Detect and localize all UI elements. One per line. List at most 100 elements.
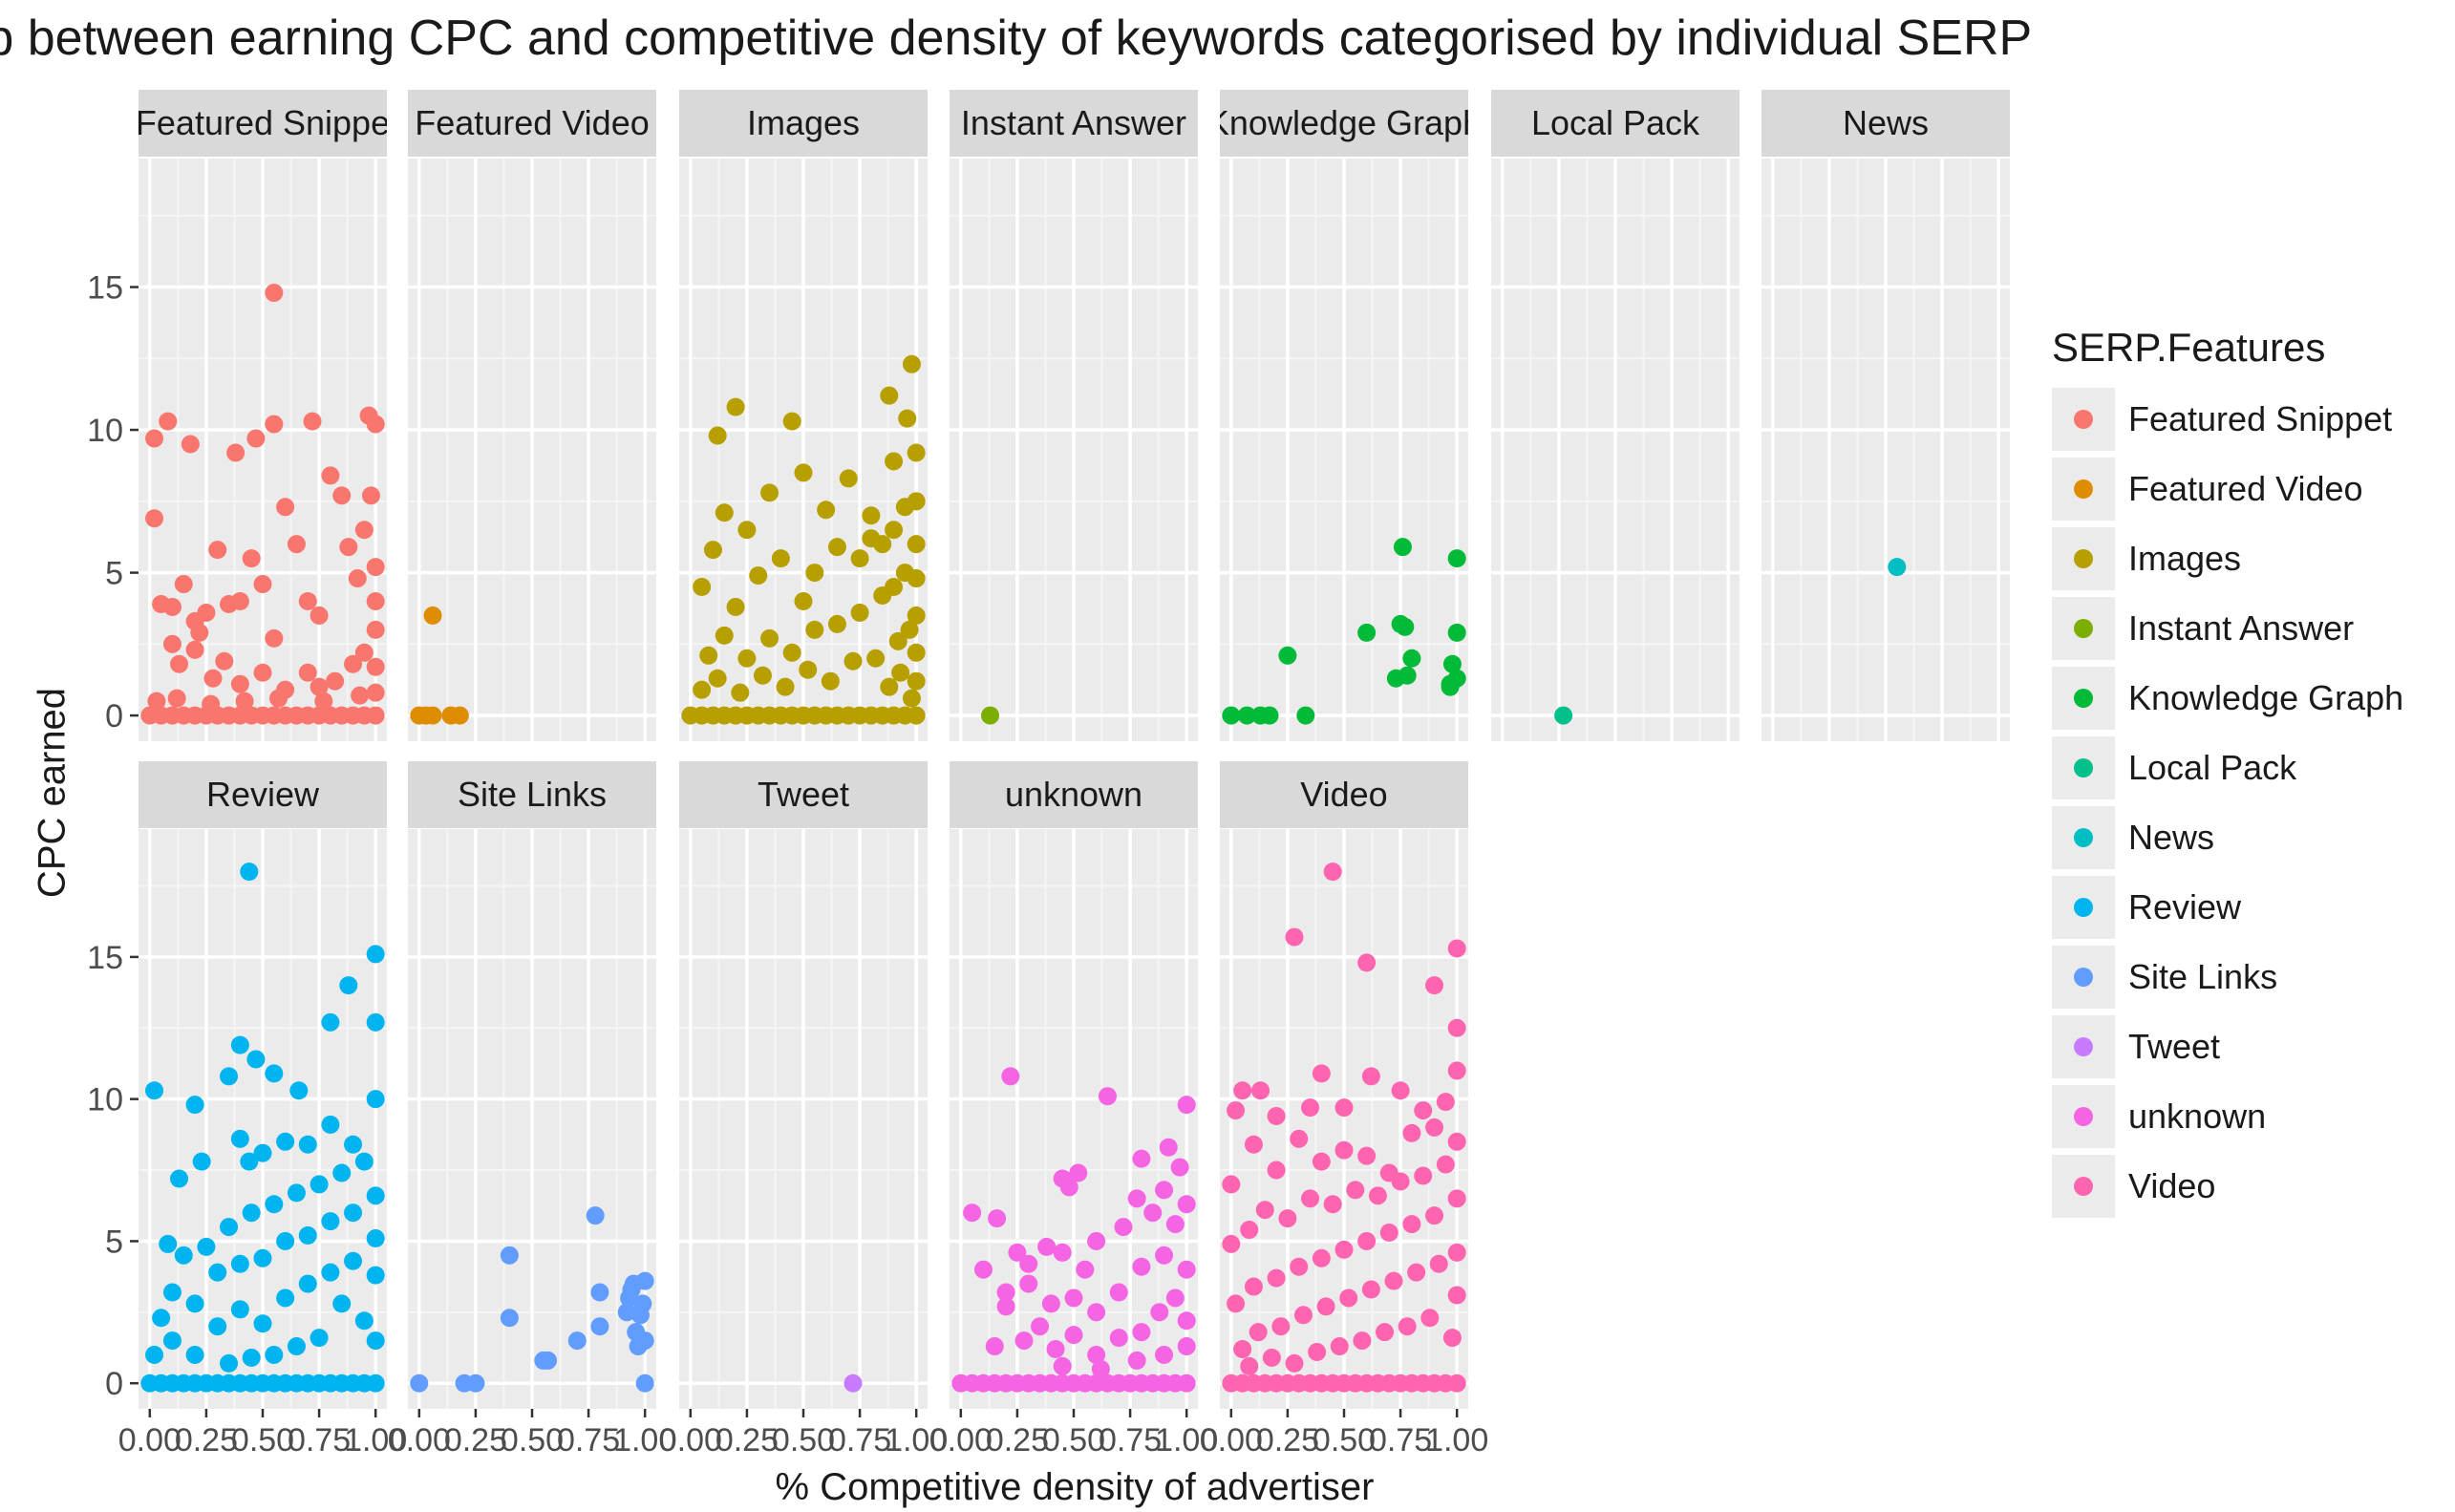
data-point (635, 1271, 654, 1290)
data-point (1391, 1081, 1410, 1100)
data-point (988, 1209, 1007, 1228)
data-point (1290, 1129, 1309, 1148)
data-point (366, 1012, 385, 1032)
data-point (170, 654, 189, 673)
data-point (276, 498, 295, 517)
facet-strip-label: Video (1300, 775, 1387, 814)
data-point (900, 620, 919, 639)
data-point (1150, 1303, 1169, 1322)
data-point (590, 1317, 609, 1336)
data-point (185, 1345, 204, 1364)
data-point (366, 1228, 385, 1247)
x-tick-label: 0.75 (1369, 1422, 1432, 1459)
data-point (1155, 1181, 1174, 1200)
y-tick-label: 15 (87, 940, 123, 976)
data-point (192, 1152, 211, 1171)
data-point (1064, 1326, 1083, 1345)
data-point (1323, 862, 1342, 882)
data-point (1357, 1231, 1377, 1250)
data-point (366, 657, 385, 676)
data-point (220, 1067, 239, 1086)
data-point (1240, 1356, 1259, 1375)
data-point (1312, 1064, 1331, 1083)
data-point (147, 692, 166, 711)
data-point (310, 1329, 329, 1348)
legend-item: Knowledge Graph (2052, 663, 2403, 733)
data-point (981, 706, 1000, 725)
data-point (629, 1337, 648, 1356)
data-point (1155, 1246, 1174, 1265)
y-tick-label: 0 (105, 698, 123, 735)
facet-panel-images: Images (679, 90, 928, 741)
data-point (287, 1183, 306, 1203)
data-point (310, 677, 329, 696)
data-point (1127, 1351, 1146, 1370)
data-point (197, 603, 216, 622)
legend-label: Site Links (2128, 956, 2278, 996)
data-point (1447, 1243, 1466, 1262)
legend-key (2052, 526, 2115, 590)
data-point (1019, 1254, 1038, 1273)
data-point (885, 521, 904, 540)
data-point (1046, 1340, 1065, 1359)
legend-item: Tweet (2052, 1012, 2403, 1081)
data-point (1087, 1303, 1106, 1322)
data-point (185, 640, 204, 659)
data-point (1339, 1288, 1358, 1308)
x-tick-label: 0.50 (1042, 1422, 1105, 1459)
x-tick-label: 0.75 (828, 1422, 891, 1459)
data-point (348, 569, 367, 588)
facet-panel-featured-video: Featured Video (408, 90, 656, 741)
data-point (174, 1246, 193, 1265)
data-point (1357, 623, 1377, 642)
facet-strip (1761, 90, 2010, 157)
data-point (174, 575, 193, 594)
data-point (1285, 1353, 1304, 1373)
data-point (839, 469, 858, 488)
data-point (246, 1050, 266, 1069)
data-point (423, 706, 442, 725)
data-point (539, 1351, 558, 1370)
data-point (1165, 1215, 1185, 1234)
x-tick-label: 0.00 (388, 1422, 451, 1459)
data-point (737, 521, 757, 540)
data-point (1222, 1234, 1241, 1253)
data-point (753, 666, 772, 685)
data-point (185, 1096, 204, 1115)
data-point (1155, 1345, 1174, 1364)
data-point (1334, 1240, 1354, 1259)
data-point (1393, 538, 1412, 557)
data-point (1425, 1118, 1444, 1137)
data-point (500, 1309, 519, 1328)
data-point (843, 1374, 863, 1393)
data-point (230, 1035, 249, 1054)
data-point (1334, 1140, 1354, 1160)
facet-panel-knowledge-graph: Knowledge Graph (1220, 90, 1468, 741)
data-point (314, 692, 333, 711)
legend-dot (2074, 409, 2093, 429)
facet-strip (139, 90, 387, 157)
data-point (1019, 1274, 1038, 1293)
data-point (633, 1294, 652, 1313)
data-point (240, 1152, 259, 1171)
x-tick-label: 0.25 (715, 1422, 779, 1459)
facet-strip-label: Review (206, 775, 320, 814)
data-point (898, 409, 917, 428)
x-tick-label: 1.00 (1425, 1422, 1488, 1459)
x-tick-label: 1.00 (885, 1422, 948, 1459)
x-axis-label: % Competitive density of advertiser (775, 1466, 1375, 1508)
data-point (973, 1260, 993, 1279)
data-point (242, 1203, 261, 1223)
facet-strip-label: Featured Video (415, 103, 650, 142)
data-point (265, 1064, 284, 1083)
data-point (1267, 1268, 1286, 1288)
data-point (366, 591, 385, 610)
data-point (1267, 1107, 1286, 1126)
data-point (1447, 939, 1466, 958)
legend-item: Featured Video (2052, 454, 2403, 523)
legend-dot (2074, 897, 2093, 917)
data-point (170, 1169, 189, 1188)
data-point (873, 535, 892, 554)
x-tick-label: 0.00 (1200, 1422, 1263, 1459)
data-point (276, 1231, 295, 1250)
